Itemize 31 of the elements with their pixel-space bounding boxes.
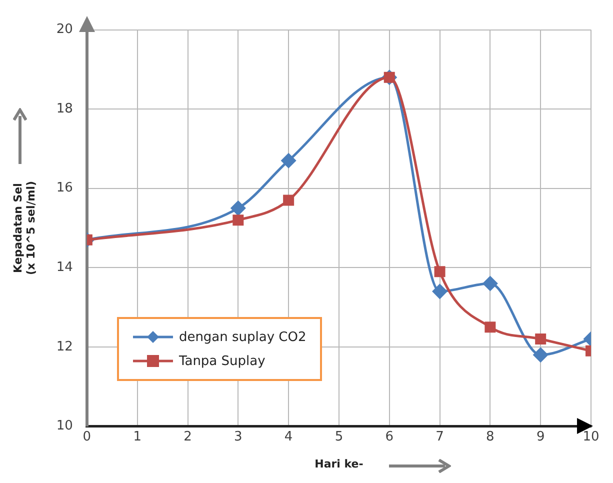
point	[432, 284, 448, 299]
x-tick-label: 7	[436, 429, 444, 444]
x-tick-label: 10	[582, 429, 600, 444]
y-axis-title: Kepadatan Sel (x 10^5 sel/ml)	[11, 180, 38, 276]
point	[281, 153, 296, 168]
point	[283, 194, 294, 206]
x-tick-label: 3	[234, 429, 242, 444]
x-tick-label: 9	[536, 429, 545, 444]
point	[232, 214, 244, 226]
y-tick-label: 18	[56, 101, 73, 116]
point	[484, 322, 496, 333]
y-tick-label: 16	[56, 180, 73, 196]
y-tick-label: 20	[56, 22, 73, 38]
legend-label: dengan suplay CO2	[178, 330, 306, 345]
point	[482, 276, 498, 291]
point	[230, 200, 246, 216]
x-tick-label: 8	[486, 429, 494, 444]
x-tick-label: 1	[133, 429, 142, 444]
x-tick-label: 2	[184, 429, 192, 444]
legend-label: Tanpa Suplay	[178, 354, 266, 369]
point	[535, 334, 546, 344]
x-tick-label: 0	[82, 429, 92, 444]
x-tick-label: 4	[284, 429, 293, 444]
y-tick-label: 14	[56, 260, 73, 276]
point	[434, 266, 446, 278]
point	[533, 348, 548, 362]
x-axis-title: Hari ke-	[314, 457, 364, 470]
y-tick-label: 10	[56, 418, 73, 434]
y-tick-label: 12	[56, 339, 73, 354]
x-tick-label: 5	[334, 429, 344, 444]
x-tick-label: 6	[385, 429, 394, 444]
